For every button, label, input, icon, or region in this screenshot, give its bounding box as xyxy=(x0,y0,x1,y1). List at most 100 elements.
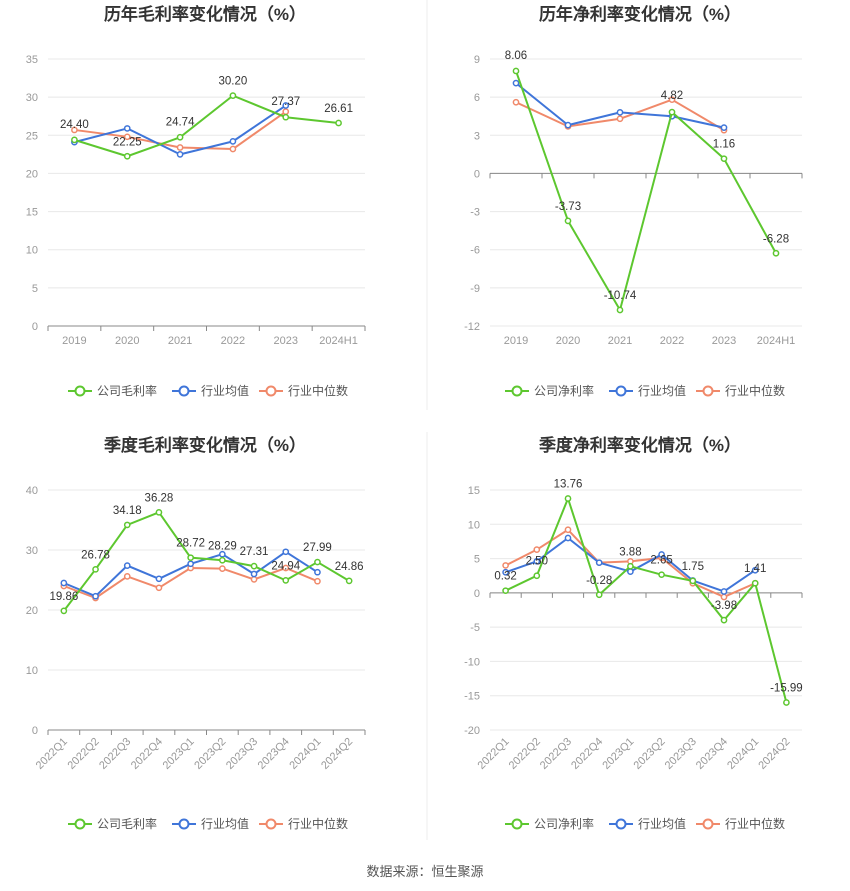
legend-marker xyxy=(615,385,627,397)
data-point xyxy=(533,557,541,565)
data-label: 24.40 xyxy=(60,119,89,131)
data-point xyxy=(314,577,321,585)
data-point xyxy=(720,593,728,601)
legend-label: 公司净利率 xyxy=(534,816,594,831)
x-tick-label: 2022Q4 xyxy=(129,736,165,772)
data-point xyxy=(123,562,131,569)
data-point xyxy=(502,568,509,576)
data-point xyxy=(658,571,665,579)
x-tick-label: 2023Q1 xyxy=(600,736,636,772)
legend-marker xyxy=(265,385,277,397)
x-tick-label: 2024H1 xyxy=(319,335,358,347)
data-label: -3.98 xyxy=(711,600,737,612)
data-point xyxy=(250,570,258,578)
series-line xyxy=(505,497,788,703)
x-tick-label: 2024H1 xyxy=(757,335,796,347)
data-point xyxy=(616,306,624,314)
legend-marker xyxy=(511,818,523,830)
y-tick-label: -15 xyxy=(464,691,480,703)
y-tick-label: 25 xyxy=(26,130,38,142)
data-point xyxy=(92,565,99,573)
x-tick-label: 2022Q2 xyxy=(507,736,543,772)
data-point xyxy=(564,534,572,542)
data-point xyxy=(282,108,290,115)
data-point xyxy=(187,560,194,568)
series-line xyxy=(515,70,777,311)
data-point xyxy=(616,115,624,123)
y-tick-label: -12 xyxy=(464,321,480,333)
chart-quarterly-net-margin: 季度净利率变化情况（%） -20-15-10-50510152022Q12022… xyxy=(464,435,803,831)
x-tick-label: 2023Q3 xyxy=(663,736,699,772)
legend-label: 公司净利率 xyxy=(534,383,594,398)
data-point xyxy=(229,138,237,145)
data-label: 19.86 xyxy=(49,591,78,603)
data-point xyxy=(335,119,342,127)
x-tick-label: 2023Q2 xyxy=(192,736,228,772)
data-point xyxy=(314,558,321,566)
series-line xyxy=(63,511,350,612)
data-point xyxy=(176,144,184,151)
y-tick-label: -6 xyxy=(470,245,480,257)
chart-title: 历年净利率变化情况（%） xyxy=(539,4,741,24)
x-tick-label: 2024Q1 xyxy=(287,736,323,772)
legend-marker xyxy=(178,385,190,397)
chart-quarterly-gross-margin: 季度毛利率变化情况（%） 0 10 20 30 40 2022Q12022Q22022Q3… xyxy=(26,435,366,831)
data-label: -3.73 xyxy=(555,201,581,213)
legend-marker xyxy=(74,385,86,397)
x-tick-label: 2022Q2 xyxy=(65,736,101,772)
data-point xyxy=(627,562,634,570)
x-tick-label: 2023Q2 xyxy=(632,736,668,772)
x-tick-label: 2023Q3 xyxy=(224,736,260,772)
data-label: 26.78 xyxy=(81,549,110,561)
data-label: 1.16 xyxy=(713,139,735,151)
x-tick-label: 2019 xyxy=(504,335,528,347)
data-label: 2.50 xyxy=(526,556,548,568)
y-tick-label: -3 xyxy=(470,207,480,219)
legend-marker xyxy=(178,818,190,830)
data-point xyxy=(229,92,237,99)
data-point xyxy=(219,556,226,564)
y-tick-label: 10 xyxy=(468,519,480,531)
data-label: 28.29 xyxy=(208,540,237,552)
data-point xyxy=(92,592,99,600)
data-point xyxy=(751,566,759,574)
chart-title: 季度净利率变化情况（%） xyxy=(539,435,741,455)
data-point xyxy=(219,565,226,572)
x-tick-label: 2021 xyxy=(168,335,192,347)
x-tick-label: 2023Q4 xyxy=(256,736,292,772)
data-point xyxy=(282,564,290,572)
x-tick-label: 2023Q1 xyxy=(161,736,197,772)
data-point xyxy=(720,616,728,624)
data-label: 1.75 xyxy=(682,561,704,573)
series-line xyxy=(74,94,339,158)
x-tick-label: 2023 xyxy=(274,335,298,347)
y-tick-label: 0 xyxy=(474,168,480,180)
legend-marker xyxy=(615,818,627,830)
chart-annual-gross-margin: 历年毛利率变化情况（%） 0 5 10 15 20 25 30 35 2019 2020 2021 2… xyxy=(26,4,366,398)
x-tick-label: 2021 xyxy=(608,335,632,347)
x-tick-label: 2022 xyxy=(660,335,684,347)
data-point xyxy=(512,67,520,75)
data-point xyxy=(658,551,665,558)
data-point xyxy=(689,577,697,585)
y-tick-label: 0 xyxy=(32,321,38,333)
data-label: 2.65 xyxy=(650,555,672,567)
y-tick-label: 30 xyxy=(26,92,38,104)
data-label: -10.74 xyxy=(604,290,637,302)
data-label: 36.28 xyxy=(145,492,174,504)
y-tick-label: -20 xyxy=(464,725,480,737)
data-point xyxy=(219,550,226,558)
data-point xyxy=(123,152,131,160)
data-point xyxy=(282,113,290,121)
data-label: 24.94 xyxy=(271,560,300,572)
data-label: -0.28 xyxy=(586,575,612,587)
x-tick-label: 2022Q1 xyxy=(476,736,512,772)
x-tick-label: 2022Q1 xyxy=(34,736,70,772)
data-point xyxy=(250,576,258,583)
data-point xyxy=(533,546,541,554)
data-label: 27.99 xyxy=(303,542,332,554)
legend-label: 公司毛利率 xyxy=(97,816,157,831)
y-tick-label: 30 xyxy=(26,545,38,557)
chart-annual-net-margin: 历年净利率变化情况（%） -12 -9 -6 -3 0 3 6 9 2019 2020 2021 20… xyxy=(464,4,803,398)
